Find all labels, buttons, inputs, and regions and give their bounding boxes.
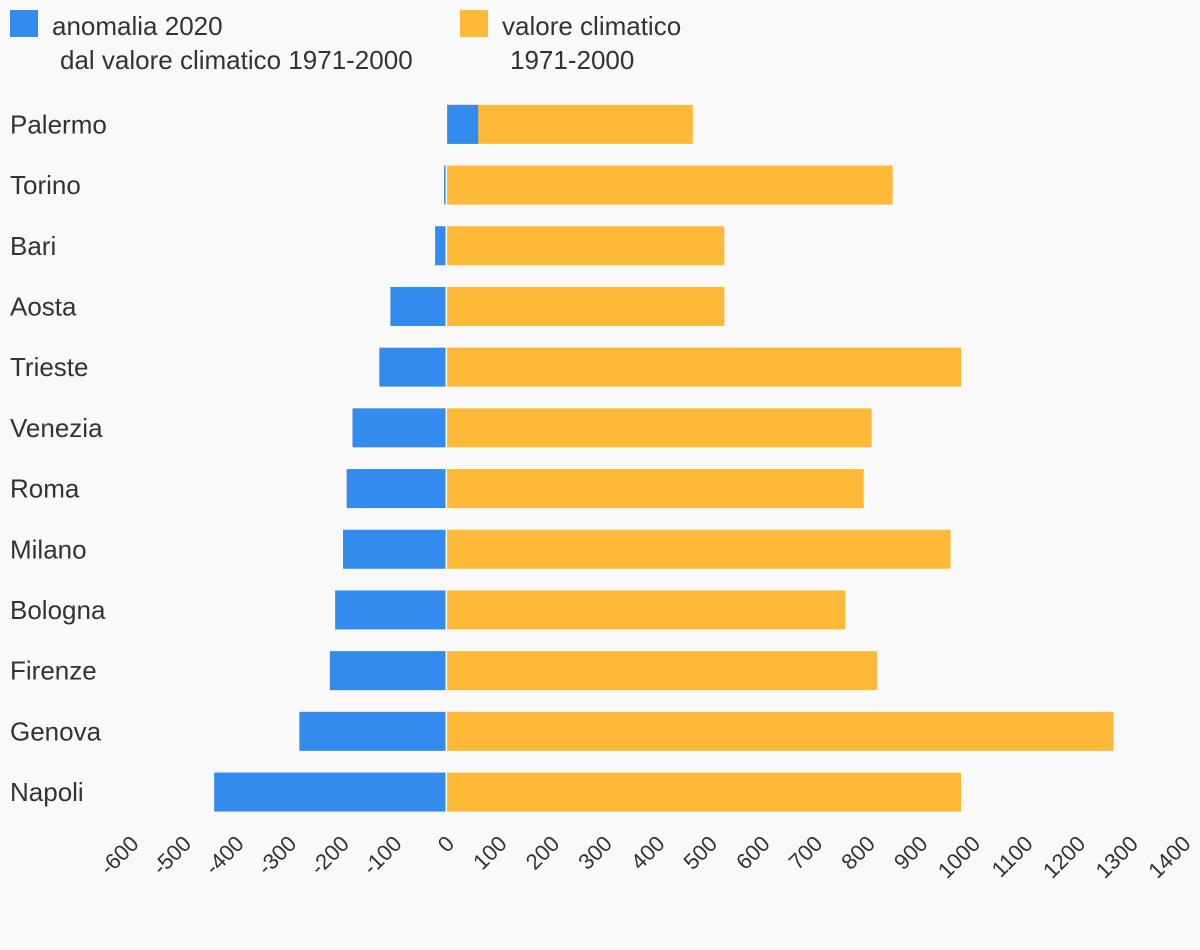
bar-climate-firenze	[445, 651, 877, 691]
zero-divider-trieste	[445, 347, 448, 387]
category-label-trieste: Trieste	[10, 352, 89, 382]
category-label-milano: Milano	[10, 534, 87, 564]
zero-divider-venezia	[445, 408, 448, 448]
bar-anomaly-bologna	[335, 590, 446, 630]
x-tick-label: -300	[253, 831, 302, 880]
category-label-bologna: Bologna	[10, 595, 106, 625]
bar-climate-bari	[445, 226, 725, 266]
legend-label-climate-line-2: 1971-2000	[510, 45, 635, 75]
x-tick-label: 1400	[1143, 831, 1195, 883]
bar-climate-napoli	[445, 772, 962, 812]
category-label-palermo: Palermo	[10, 109, 107, 139]
bar-climate-aosta	[445, 286, 725, 326]
x-tick-label: -500	[147, 831, 196, 880]
bar-climate-trieste	[445, 347, 962, 387]
zero-divider-napoli	[445, 772, 448, 812]
x-tick-label: 800	[836, 831, 880, 875]
category-label-venezia: Venezia	[10, 413, 103, 443]
x-tick-label: 200	[521, 831, 565, 875]
x-tick-label: 1100	[987, 831, 1038, 882]
x-tick-label: 100	[468, 831, 512, 875]
bar-climate-palermo	[445, 104, 693, 144]
category-label-napoli: Napoli	[10, 777, 84, 807]
bar-climate-milano	[445, 529, 951, 569]
bar-anomaly-genova	[299, 711, 446, 751]
x-tick-label: 1200	[1038, 831, 1090, 883]
legend-swatch-anomaly	[10, 10, 38, 37]
category-label-aosta: Aosta	[10, 291, 77, 321]
bar-anomaly-firenze	[329, 651, 446, 691]
legend-label-anomaly: anomalia 2020 dal valore climatico 1971-…	[52, 9, 413, 77]
zero-divider-palermo	[445, 104, 448, 144]
legend-label-anomaly-line-2: dal valore climatico 1971-2000	[60, 45, 413, 75]
x-tick-label: 400	[626, 831, 670, 875]
bar-anomaly-napoli	[214, 772, 446, 812]
zero-divider-genova	[445, 711, 448, 751]
legend-label-climate-line-1: valore climatico	[502, 11, 682, 41]
x-tick-label: 700	[784, 831, 828, 875]
bar-climate-genova	[445, 711, 1114, 751]
category-label-roma: Roma	[10, 474, 80, 504]
bar-anomaly-palermo	[445, 104, 479, 144]
bar-anomaly-torino	[444, 165, 446, 205]
bar-climate-venezia	[445, 408, 872, 448]
category-label-bari: Bari	[10, 231, 56, 261]
category-label-firenze: Firenze	[10, 656, 97, 686]
zero-divider-bologna	[445, 590, 448, 630]
zero-divider-milano	[445, 529, 448, 569]
legend-label-climate: valore climatico 1971-2000	[502, 9, 681, 77]
zero-divider-torino	[445, 165, 448, 205]
x-tick-label: 300	[573, 831, 617, 875]
bar-anomaly-milano	[343, 529, 446, 569]
category-label-genova: Genova	[10, 716, 102, 746]
bar-climate-bologna	[445, 590, 846, 630]
zero-divider-firenze	[445, 651, 448, 691]
bar-climate-roma	[445, 469, 864, 509]
bar-climate-torino	[445, 165, 893, 205]
x-tick-label: -100	[358, 831, 407, 880]
zero-divider-roma	[445, 469, 448, 509]
zero-divider-aosta	[445, 286, 448, 326]
x-tick-label: 1000	[933, 831, 985, 883]
bar-anomaly-aosta	[390, 286, 446, 326]
x-tick-label: -600	[95, 831, 144, 880]
bar-anomaly-roma	[346, 469, 446, 509]
bar-anomaly-bari	[435, 226, 446, 266]
bar-anomaly-venezia	[352, 408, 446, 448]
legend-label-anomaly-line-1: anomalia 2020	[52, 11, 223, 41]
x-tick-label: 900	[889, 831, 933, 875]
x-tick-label: -400	[200, 831, 249, 880]
x-tick-label: 0	[433, 831, 459, 857]
x-tick-label: 600	[731, 831, 775, 875]
zero-divider-bari	[445, 226, 448, 266]
legend-swatch-climate	[460, 10, 488, 37]
bar-anomaly-trieste	[379, 347, 446, 387]
x-tick-label: 500	[678, 831, 722, 875]
x-tick-label: -200	[305, 831, 354, 880]
category-label-torino: Torino	[10, 170, 81, 200]
x-tick-label: 1300	[1091, 831, 1143, 883]
